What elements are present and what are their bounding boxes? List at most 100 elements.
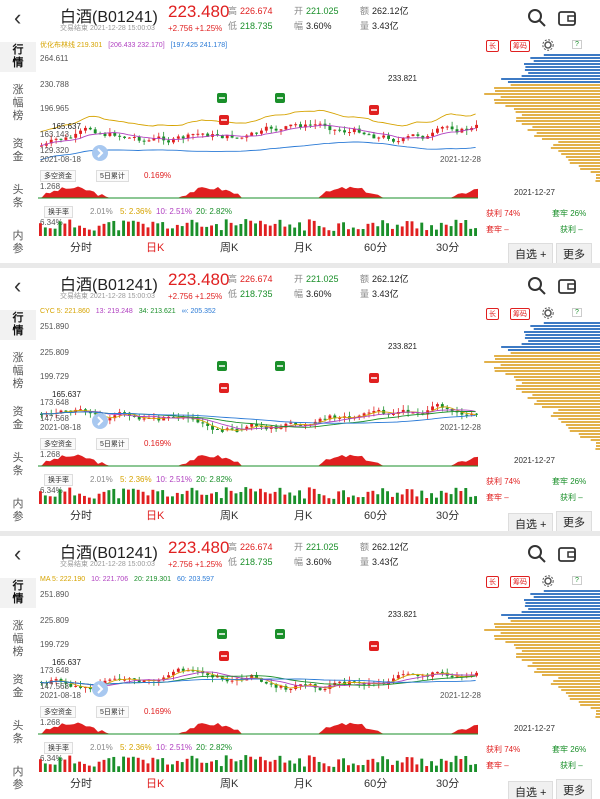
fund-flow-dropdown[interactable]: 多空资金 (40, 170, 76, 182)
sidebar-item-news[interactable]: 头 条 (12, 452, 24, 477)
fund-flow-dropdown[interactable]: 多空资金 (40, 706, 76, 718)
tab-monthly[interactable]: 月K (294, 510, 313, 522)
settings-icon[interactable] (542, 39, 554, 51)
add-watchlist-button[interactable]: 自选 + (508, 243, 554, 263)
wallet-icon[interactable] (557, 544, 577, 564)
turnover-bar (273, 759, 277, 772)
signal-marker[interactable] (217, 629, 227, 639)
tab-60min[interactable]: 60分 (364, 778, 388, 790)
kline-chart[interactable] (38, 36, 478, 202)
turnover-bar (298, 758, 301, 772)
signal-marker[interactable] (219, 651, 229, 661)
sidebar-item-funds[interactable]: 资 金 (12, 674, 24, 699)
long-tag[interactable]: 长 (486, 40, 499, 52)
long-tag[interactable]: 长 (486, 576, 499, 588)
tab-monthly[interactable]: 月K (294, 242, 313, 254)
sidebar-item-gainers[interactable]: 涨 幅 榜 (12, 84, 24, 122)
period-dropdown[interactable]: 5日累计 (96, 438, 129, 450)
chip-bar (500, 632, 600, 634)
signal-marker[interactable] (219, 383, 229, 393)
turnover-bar (195, 758, 199, 772)
back-arrow-icon[interactable]: ‹ (14, 541, 22, 566)
tab-60min[interactable]: 60分 (364, 242, 388, 254)
sidebar-item-insider[interactable]: 内 参 (12, 766, 24, 791)
tab-intraday[interactable]: 分时 (70, 242, 92, 254)
turnover-bar (97, 761, 101, 772)
turnover-bar (405, 221, 409, 236)
expand-arrow-icon[interactable] (92, 413, 108, 429)
sidebar-item-gainers[interactable]: 涨 幅 榜 (12, 620, 24, 658)
kline-chart[interactable] (38, 304, 478, 470)
wallet-icon[interactable] (557, 276, 577, 296)
profit-ratio: 获利 74% (486, 745, 521, 754)
tab-daily[interactable]: 日K (146, 242, 165, 254)
kline-chart[interactable] (38, 572, 478, 738)
signal-marker[interactable] (217, 93, 227, 103)
turnover-dropdown[interactable]: 换手率 (44, 742, 73, 754)
sidebar-item-news[interactable]: 头 条 (12, 184, 24, 209)
turnover-dropdown[interactable]: 换手率 (44, 206, 73, 218)
sidebar-item-insider[interactable]: 内 参 (12, 230, 24, 255)
signal-marker[interactable] (217, 361, 227, 371)
long-tag[interactable]: 长 (486, 308, 499, 320)
add-watchlist-button[interactable]: 自选 + (508, 513, 554, 531)
tab-daily[interactable]: 日K (146, 510, 165, 522)
sidebar-item-quotes[interactable]: 行 情 (0, 310, 36, 340)
period-dropdown[interactable]: 5日累计 (96, 170, 129, 182)
sidebar-item-insider[interactable]: 内 参 (12, 498, 24, 523)
help-icon[interactable]: ? (572, 308, 582, 317)
tab-30min[interactable]: 30分 (436, 778, 460, 790)
tab-monthly[interactable]: 月K (294, 778, 313, 790)
sidebar-item-quotes[interactable]: 行 情 (0, 578, 36, 608)
sidebar-item-quotes[interactable]: 行 情 (0, 42, 36, 72)
tab-weekly[interactable]: 周K (220, 510, 239, 522)
expand-arrow-icon[interactable] (92, 681, 108, 697)
chip-tag[interactable]: 筹码 (510, 308, 530, 320)
settings-icon[interactable] (542, 575, 554, 587)
tab-30min[interactable]: 30分 (436, 242, 460, 254)
sidebar-item-funds[interactable]: 资 金 (12, 138, 24, 163)
signal-marker[interactable] (275, 93, 285, 103)
sidebar-item-news[interactable]: 头 条 (12, 720, 24, 745)
more-button[interactable]: 更多 (556, 511, 592, 531)
tab-intraday[interactable]: 分时 (70, 778, 92, 790)
back-arrow-icon[interactable]: ‹ (14, 5, 22, 30)
chip-bar (507, 617, 600, 619)
more-button[interactable]: 更多 (556, 779, 592, 799)
signal-marker[interactable] (219, 115, 229, 125)
help-icon[interactable]: ? (572, 40, 582, 49)
chip-bar (569, 162, 600, 164)
chip-bar (558, 141, 600, 143)
sidebar-item-gainers[interactable]: 涨 幅 榜 (12, 352, 24, 390)
turnover-bar (131, 488, 135, 504)
tab-intraday[interactable]: 分时 (70, 510, 92, 522)
help-icon[interactable]: ? (572, 576, 582, 585)
tab-30min[interactable]: 30分 (436, 510, 460, 522)
signal-marker[interactable] (275, 361, 285, 371)
turnover-dropdown[interactable]: 换手率 (44, 474, 73, 486)
period-dropdown[interactable]: 5日累计 (96, 706, 129, 718)
search-icon[interactable] (527, 8, 547, 28)
settings-icon[interactable] (542, 307, 554, 319)
wallet-icon[interactable] (557, 8, 577, 28)
tab-weekly[interactable]: 周K (220, 242, 239, 254)
search-icon[interactable] (527, 276, 547, 296)
signal-marker[interactable] (369, 641, 379, 651)
tab-60min[interactable]: 60分 (364, 510, 388, 522)
back-arrow-icon[interactable]: ‹ (14, 273, 22, 298)
search-icon[interactable] (527, 544, 547, 564)
chip-tag[interactable]: 筹码 (510, 40, 530, 52)
add-watchlist-button[interactable]: 自选 + (508, 781, 554, 799)
turnover-bar (327, 498, 331, 504)
turnover-bar (39, 223, 42, 236)
signal-marker[interactable] (275, 629, 285, 639)
signal-marker[interactable] (369, 105, 379, 115)
fund-flow-dropdown[interactable]: 多空资金 (40, 438, 76, 450)
signal-marker[interactable] (369, 373, 379, 383)
sidebar-item-funds[interactable]: 资 金 (12, 406, 24, 431)
tab-weekly[interactable]: 周K (220, 778, 239, 790)
chip-tag[interactable]: 筹码 (510, 576, 530, 588)
expand-arrow-icon[interactable] (92, 145, 108, 161)
more-button[interactable]: 更多 (556, 243, 592, 263)
tab-daily[interactable]: 日K (146, 778, 165, 790)
